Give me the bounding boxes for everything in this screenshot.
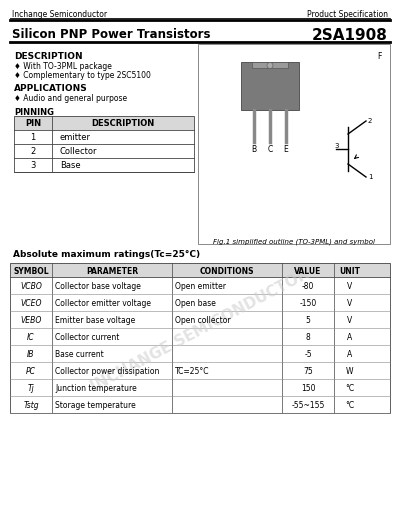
Text: -5: -5 (304, 350, 312, 359)
Bar (10, 263, 390, 413)
Text: Tj: Tj (28, 384, 34, 393)
Text: Open emitter: Open emitter (175, 282, 226, 291)
Text: CONDITIONS: CONDITIONS (200, 266, 254, 276)
Text: 2: 2 (368, 118, 372, 124)
Text: SYMBOL: SYMBOL (13, 266, 49, 276)
Text: Open base: Open base (175, 299, 216, 308)
Text: APPLICATIONS: APPLICATIONS (14, 84, 88, 93)
Text: V: V (347, 316, 353, 325)
Text: -55~155: -55~155 (291, 401, 325, 410)
Text: E: E (284, 145, 288, 154)
Text: DESCRIPTION: DESCRIPTION (14, 52, 83, 61)
Text: IC: IC (27, 333, 35, 342)
Text: 75: 75 (303, 367, 313, 376)
Text: TC=25°C: TC=25°C (175, 367, 210, 376)
Text: Base current: Base current (55, 350, 104, 359)
Text: VALUE: VALUE (294, 266, 322, 276)
Text: A: A (347, 350, 353, 359)
Bar (14, 116, 194, 172)
Text: 3: 3 (334, 143, 338, 149)
Text: W: W (346, 367, 354, 376)
Text: Collector base voltage: Collector base voltage (55, 282, 141, 291)
Text: 8: 8 (306, 333, 310, 342)
Text: 5: 5 (306, 316, 310, 325)
Text: INCHANGE SEMICONDUCTOR: INCHANGE SEMICONDUCTOR (88, 266, 312, 394)
Text: Emitter base voltage: Emitter base voltage (55, 316, 135, 325)
Text: Collector: Collector (60, 148, 98, 156)
Text: -80: -80 (302, 282, 314, 291)
Text: °C: °C (346, 401, 354, 410)
Text: ♦ Complementary to type 2SC5100: ♦ Complementary to type 2SC5100 (14, 71, 151, 80)
Text: VEBO: VEBO (20, 316, 42, 325)
Text: PINNING: PINNING (14, 108, 54, 117)
Text: Silicon PNP Power Transistors: Silicon PNP Power Transistors (12, 28, 210, 41)
Text: Collector power dissipation: Collector power dissipation (55, 367, 159, 376)
Text: DESCRIPTION: DESCRIPTION (91, 120, 155, 128)
Text: Fig.1 simplified outline (TO-3PML) and symbol: Fig.1 simplified outline (TO-3PML) and s… (213, 238, 375, 244)
Text: Base: Base (60, 162, 81, 170)
Text: Open collector: Open collector (175, 316, 231, 325)
Text: A: A (347, 333, 353, 342)
Text: Absolute maximum ratings(Tc=25°C): Absolute maximum ratings(Tc=25°C) (13, 250, 200, 259)
Text: 1: 1 (368, 174, 372, 180)
Text: PIN: PIN (25, 120, 41, 128)
Text: Collector emitter voltage: Collector emitter voltage (55, 299, 151, 308)
Text: Product Specification: Product Specification (307, 10, 388, 19)
Text: 2SA1908: 2SA1908 (312, 28, 388, 43)
Text: 3: 3 (30, 162, 36, 170)
Text: UNIT: UNIT (340, 266, 360, 276)
Text: C: C (267, 145, 273, 154)
Text: emitter: emitter (60, 134, 91, 142)
Text: VCBO: VCBO (20, 282, 42, 291)
Text: ♦ With TO-3PML package: ♦ With TO-3PML package (14, 62, 112, 71)
Bar (10, 263, 390, 277)
Text: IB: IB (27, 350, 35, 359)
Text: VCEO: VCEO (20, 299, 42, 308)
Text: -150: -150 (299, 299, 317, 308)
Text: 1: 1 (30, 134, 36, 142)
Text: Inchange Semiconductor: Inchange Semiconductor (12, 10, 107, 19)
Text: PARAMETER: PARAMETER (86, 266, 138, 276)
Bar (252, 62, 288, 68)
Text: °C: °C (346, 384, 354, 393)
Bar (241, 62, 299, 110)
Bar (198, 44, 390, 244)
Text: 2: 2 (30, 148, 36, 156)
Circle shape (267, 63, 273, 68)
Text: 150: 150 (301, 384, 315, 393)
Text: PC: PC (26, 367, 36, 376)
Text: Collector current: Collector current (55, 333, 119, 342)
Text: ♦ Audio and general purpose: ♦ Audio and general purpose (14, 94, 127, 103)
Bar (14, 116, 194, 130)
Text: Tstg: Tstg (23, 401, 39, 410)
Text: V: V (347, 299, 353, 308)
Text: B: B (252, 145, 256, 154)
Text: Storage temperature: Storage temperature (55, 401, 136, 410)
Text: F: F (378, 52, 382, 61)
Text: V: V (347, 282, 353, 291)
Text: Junction temperature: Junction temperature (55, 384, 137, 393)
